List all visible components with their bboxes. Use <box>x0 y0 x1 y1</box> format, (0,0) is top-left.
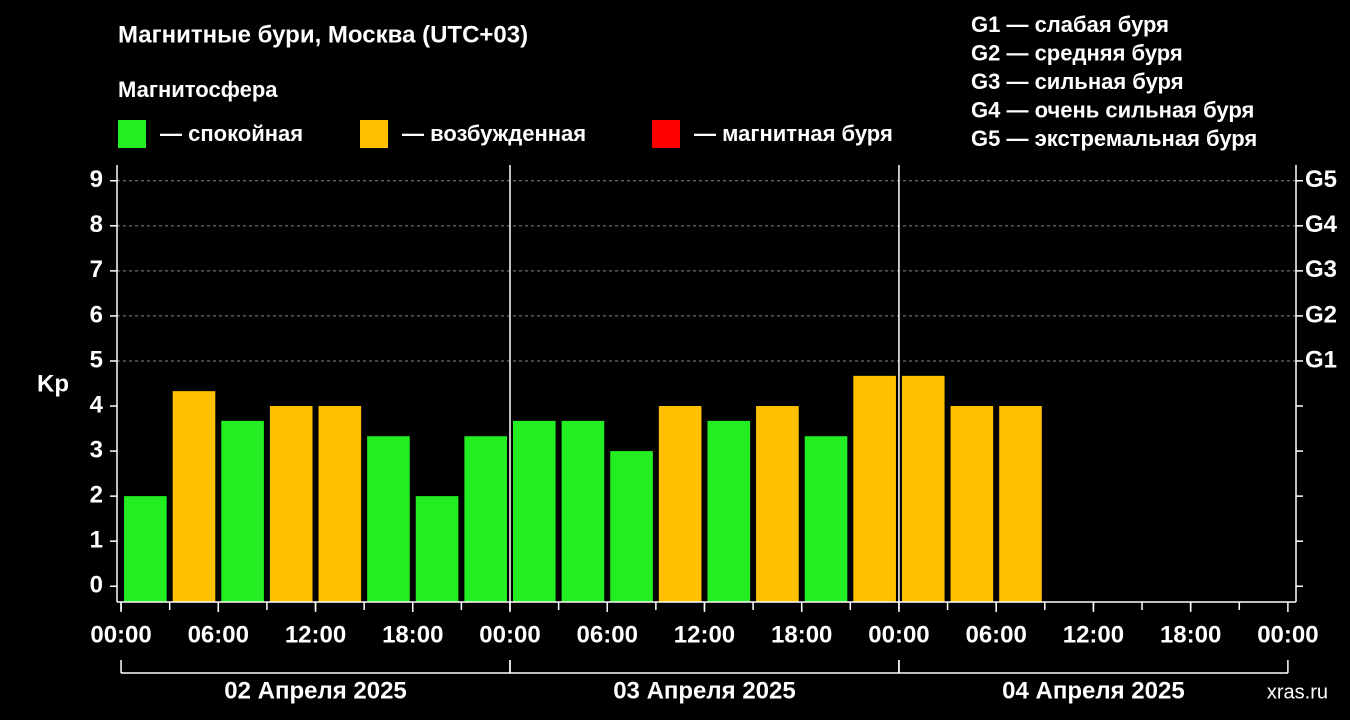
y2-tick-label: G3 <box>1305 256 1337 283</box>
bar <box>950 406 994 602</box>
y-tick-label: 6 <box>90 301 103 328</box>
x-tick-label: 00:00 <box>868 621 929 648</box>
y-tick-label: 3 <box>90 436 103 463</box>
bar <box>269 406 313 602</box>
y-tick-label: 2 <box>90 481 103 508</box>
x-tick-label: 06:00 <box>188 621 249 648</box>
g-legend-item: G3 — сильная буря <box>971 69 1184 94</box>
bar <box>561 420 605 602</box>
bar <box>221 420 264 602</box>
bar <box>610 451 653 602</box>
x-tick-label: 18:00 <box>771 621 832 648</box>
g-legend-item: G2 — средняя буря <box>971 40 1183 65</box>
y-tick-label: 5 <box>90 346 103 373</box>
y-tick-label: 8 <box>90 211 103 238</box>
g-legend-item: G1 — слабая буря <box>971 12 1169 37</box>
g-legend-item: G4 — очень сильная буря <box>971 97 1254 122</box>
bar <box>658 406 702 602</box>
day-label: 02 Апреля 2025 <box>224 677 407 704</box>
legend-label: — возбужденная <box>402 121 586 146</box>
day-label: 04 Апреля 2025 <box>1002 677 1185 704</box>
y-tick-label: 0 <box>90 572 103 599</box>
bar <box>756 406 799 602</box>
legend-label: — спокойная <box>160 121 303 146</box>
bar <box>804 436 848 602</box>
y2-tick-label: G1 <box>1305 346 1337 373</box>
bar <box>707 420 751 602</box>
x-tick-label: 06:00 <box>577 621 638 648</box>
x-tick-label: 12:00 <box>1063 621 1124 648</box>
legend-swatch <box>652 120 680 148</box>
x-tick-label: 00:00 <box>90 621 151 648</box>
y-tick-label: 9 <box>90 166 103 193</box>
y-tick-label: 1 <box>90 527 103 554</box>
legend-swatch <box>118 120 146 148</box>
bar <box>367 436 410 602</box>
x-tick-label: 18:00 <box>382 621 443 648</box>
day-label: 03 Апреля 2025 <box>613 677 796 704</box>
bar <box>318 406 362 602</box>
x-tick-label: 00:00 <box>1257 621 1318 648</box>
x-tick-label: 12:00 <box>285 621 346 648</box>
bar <box>513 420 556 602</box>
x-tick-label: 12:00 <box>674 621 735 648</box>
legend-label: — магнитная буря <box>694 121 893 146</box>
bar <box>853 375 896 602</box>
bar <box>415 496 459 602</box>
bar <box>124 496 167 602</box>
x-tick-label: 06:00 <box>965 621 1026 648</box>
bar <box>464 436 507 602</box>
y-tick-label: 4 <box>90 391 104 418</box>
bar <box>901 375 945 602</box>
bar <box>999 406 1042 602</box>
chart-title: Магнитные бури, Москва (UTC+03) <box>118 21 528 48</box>
y-tick-label: 7 <box>90 256 103 283</box>
g-legend-item: G5 — экстремальная буря <box>971 126 1257 151</box>
legend-swatch <box>360 120 388 148</box>
y-axis-label: Kp <box>37 370 69 397</box>
bar <box>172 391 216 602</box>
y2-tick-label: G2 <box>1305 301 1337 328</box>
watermark: xras.ru <box>1267 681 1328 703</box>
y2-tick-label: G4 <box>1305 211 1338 238</box>
x-tick-label: 00:00 <box>479 621 540 648</box>
x-tick-label: 18:00 <box>1160 621 1221 648</box>
y2-tick-label: G5 <box>1305 166 1337 193</box>
chart-subtitle: Магнитосфера <box>118 77 278 102</box>
